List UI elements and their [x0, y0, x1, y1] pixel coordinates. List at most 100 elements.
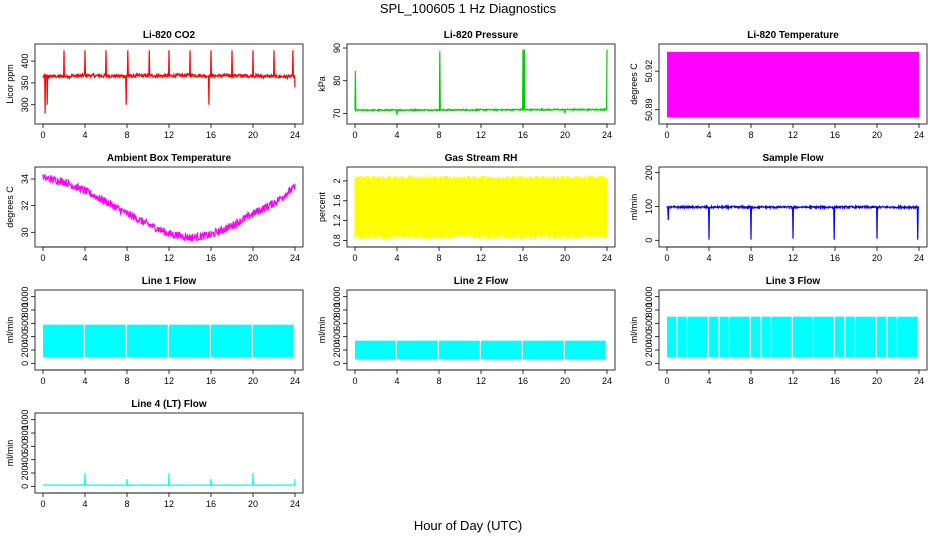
band-segment — [85, 324, 126, 358]
series — [355, 340, 606, 360]
x-tick-label: 16 — [830, 376, 840, 386]
y-tick-label: 300 — [20, 97, 30, 112]
band-segment — [211, 324, 252, 358]
y-tick-label: 0 — [644, 361, 654, 366]
x-tick-label: 12 — [164, 376, 174, 386]
band-noise — [354, 175, 608, 240]
x-tick-label: 12 — [164, 130, 174, 140]
band-segment — [127, 324, 168, 358]
band-segment — [845, 316, 855, 358]
y-tick-label: 70 — [332, 108, 342, 118]
x-tick-label: 24 — [914, 130, 924, 140]
y-tick-label: 600 — [644, 316, 654, 331]
x-tick-label: 24 — [914, 376, 924, 386]
y-tick-label: 0 — [20, 484, 30, 489]
x-tick-label: 24 — [290, 376, 300, 386]
chart-title: Li-820 Temperature — [747, 30, 839, 41]
y-axis-label: ml/min — [629, 317, 639, 344]
y-tick-label: 400 — [644, 329, 654, 344]
x-tick-label: 0 — [352, 253, 357, 263]
y-tick-label: 0 — [332, 361, 342, 366]
series — [354, 49, 608, 116]
x-tick-label: 16 — [206, 253, 216, 263]
y-axis-label: degrees C — [629, 63, 639, 105]
series-line — [42, 174, 296, 243]
x-tick-label: 24 — [290, 130, 300, 140]
band-segment — [887, 316, 897, 358]
x-tick-label: 4 — [82, 376, 87, 386]
x-tick-label: 24 — [914, 253, 924, 263]
y-tick-label: 200 — [20, 465, 30, 480]
band-segment — [751, 316, 761, 358]
x-tick-label: 0 — [40, 376, 45, 386]
y-tick-label: 32 — [20, 201, 30, 211]
chart-title: Line 3 Flow — [766, 276, 821, 287]
band-segment — [397, 340, 438, 360]
series — [42, 50, 296, 114]
chart-panel: Gas Stream RH 0 4 8 12 16 20 24 0.8 1.2 1.6 2 percen… — [317, 153, 616, 263]
x-tick-label: 8 — [124, 499, 129, 509]
band-segment — [898, 316, 918, 358]
x-tick-label: 4 — [394, 253, 399, 263]
x-tick-label: 20 — [560, 253, 570, 263]
y-tick-label: 800 — [332, 302, 342, 317]
x-tick-label: 4 — [706, 376, 711, 386]
band-segment — [761, 316, 771, 358]
x-tick-label: 16 — [830, 253, 840, 263]
x-tick-label: 20 — [872, 376, 882, 386]
x-tick-label: 20 — [872, 130, 882, 140]
band-segment — [523, 340, 564, 360]
chart-title: Gas Stream RH — [445, 153, 518, 164]
y-tick-label: 200 — [20, 342, 30, 357]
band-segment — [730, 316, 750, 358]
chart-panel: Li-820 Pressure 0 4 8 12 16 20 24 70 80 90 kPa — [317, 30, 616, 140]
x-tick-label: 20 — [560, 376, 570, 386]
x-tick-label: 16 — [206, 376, 216, 386]
chart-panel: Line 4 (LT) Flow 0 4 8 12 16 20 24 0 200400600800… — [5, 399, 304, 509]
y-axis-label: ml/min — [317, 317, 327, 344]
y-tick-label: 50.92 — [644, 60, 654, 83]
y-tick-label: 400 — [332, 329, 342, 344]
band-segment — [793, 316, 813, 358]
x-tick-label: 8 — [124, 130, 129, 140]
figure-title: SPL_100605 1 Hz Diagnostics — [379, 1, 557, 16]
y-tick-label: 30 — [20, 227, 30, 237]
band-segment — [719, 316, 729, 358]
x-tick-label: 24 — [602, 130, 612, 140]
x-tick-label: 20 — [248, 130, 258, 140]
y-tick-label: 600 — [332, 316, 342, 331]
x-tick-label: 0 — [664, 253, 669, 263]
chart-title: Line 4 (LT) Flow — [131, 399, 207, 410]
series — [42, 472, 296, 487]
y-tick-label: 200 — [644, 165, 654, 180]
y-tick-label: 400 — [20, 54, 30, 69]
x-tick-label: 12 — [788, 130, 798, 140]
y-tick-label: 80 — [332, 76, 342, 86]
band-segment — [43, 324, 84, 358]
band-area — [667, 51, 919, 118]
y-axis-label: degrees C — [5, 186, 15, 228]
y-tick-label: 200 — [332, 342, 342, 357]
x-tick-label: 4 — [82, 130, 87, 140]
series — [354, 175, 608, 240]
x-tick-label: 24 — [602, 376, 612, 386]
x-tick-label: 0 — [352, 376, 357, 386]
x-tick-label: 20 — [872, 253, 882, 263]
x-tick-label: 4 — [394, 376, 399, 386]
band-segment — [814, 316, 834, 358]
band-segment — [688, 316, 708, 358]
chart-panel: Li-820 CO2 0 4 8 12 16 20 24 300 350 400 Licor ppm — [5, 30, 304, 140]
x-tick-label: 8 — [436, 376, 441, 386]
y-axis-label: ml/min — [5, 440, 15, 467]
band-segment — [439, 340, 480, 360]
series — [667, 51, 919, 118]
x-tick-label: 16 — [518, 130, 528, 140]
series-line — [666, 203, 920, 240]
y-tick-label: 1000 — [644, 287, 654, 307]
x-tick-label: 4 — [394, 130, 399, 140]
series-line — [354, 49, 608, 116]
